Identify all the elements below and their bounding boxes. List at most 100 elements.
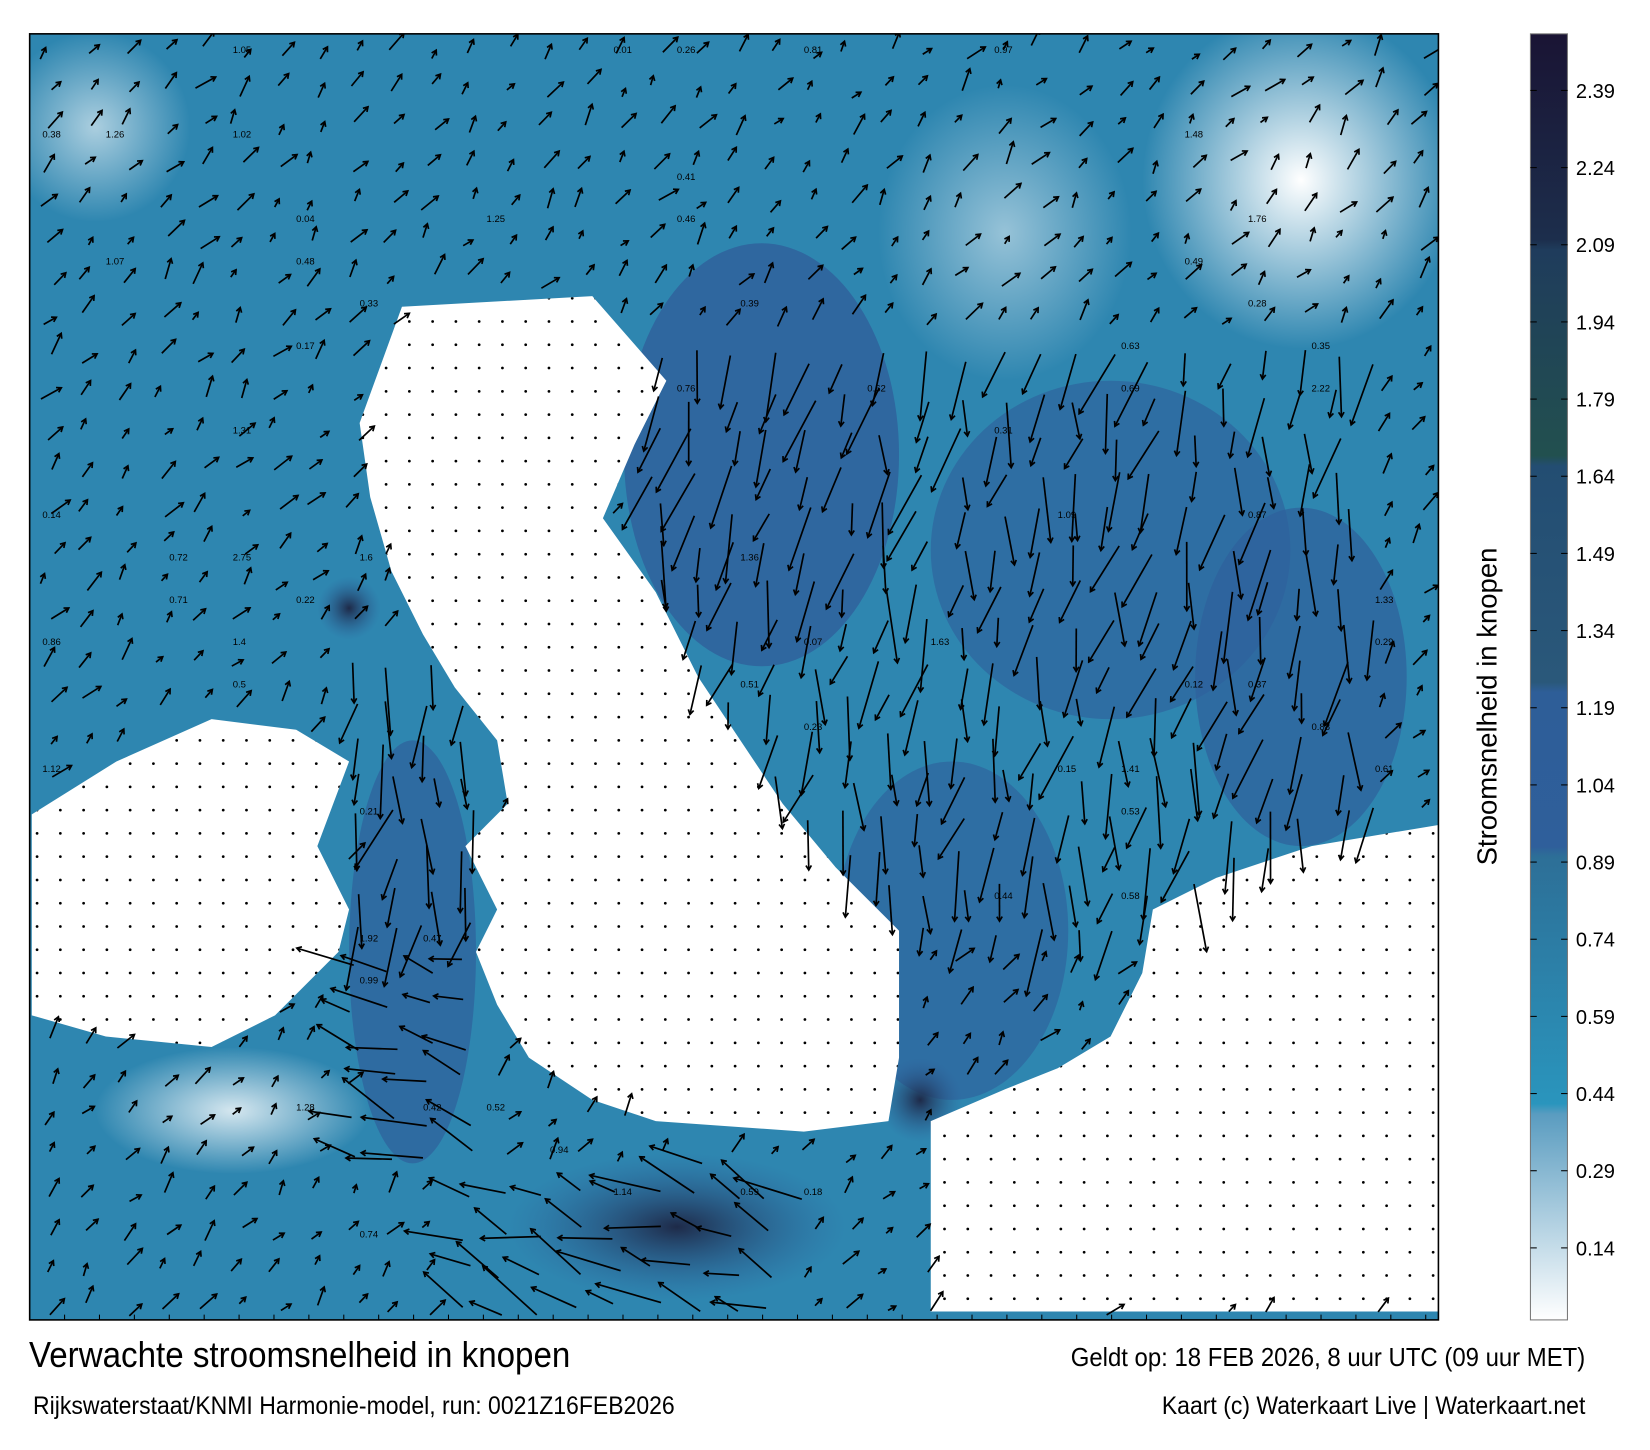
current-arrow bbox=[159, 688, 171, 706]
current-arrow bbox=[427, 154, 441, 167]
current-arrow bbox=[128, 1100, 138, 1113]
current-arrow bbox=[79, 610, 94, 628]
current-arrow bbox=[509, 234, 518, 245]
current-arrow bbox=[354, 605, 369, 620]
current-arrow bbox=[86, 1145, 96, 1155]
current-arrow bbox=[126, 39, 142, 55]
current-arrow bbox=[1142, 398, 1156, 426]
current-arrow bbox=[986, 474, 1008, 507]
current-arrow bbox=[1238, 502, 1266, 565]
current-arrow bbox=[392, 776, 404, 824]
current-arrow bbox=[1341, 39, 1352, 47]
current-arrow bbox=[459, 741, 467, 796]
current-arrow bbox=[81, 1105, 95, 1115]
current-arrow bbox=[40, 387, 62, 400]
current-arrow bbox=[241, 1146, 255, 1157]
current-arrow bbox=[433, 778, 441, 807]
current-arrow bbox=[885, 590, 899, 663]
current-arrow bbox=[1296, 269, 1311, 279]
current-arrow bbox=[308, 459, 323, 470]
current-arrow bbox=[1030, 437, 1042, 466]
land bbox=[31, 296, 1439, 1312]
current-arrow bbox=[1301, 508, 1308, 556]
current-arrow bbox=[1212, 773, 1230, 819]
current-arrow bbox=[431, 73, 442, 85]
current-arrow bbox=[764, 352, 777, 422]
current-arrow bbox=[1109, 314, 1119, 325]
current-arrow bbox=[960, 699, 969, 742]
current-arrow bbox=[963, 890, 970, 922]
current-arrow bbox=[353, 189, 361, 202]
current-arrow bbox=[1089, 545, 1120, 593]
current-arrow bbox=[1042, 882, 1055, 941]
current-arrow bbox=[240, 379, 248, 399]
current-arrow bbox=[344, 1067, 396, 1075]
current-arrow bbox=[164, 258, 172, 280]
current-arrow bbox=[509, 1037, 522, 1049]
current-arrow bbox=[926, 313, 937, 326]
current-arrow bbox=[54, 542, 66, 555]
current-arrow bbox=[976, 586, 1002, 633]
current-arrow bbox=[1339, 810, 1351, 860]
current-arrow bbox=[884, 302, 894, 314]
current-arrow bbox=[277, 73, 290, 87]
current-arrow bbox=[358, 425, 375, 442]
current-arrow bbox=[783, 363, 810, 416]
current-arrow bbox=[1003, 988, 1019, 1003]
current-arrow bbox=[994, 811, 1004, 840]
current-arrow bbox=[852, 782, 865, 831]
current-arrow bbox=[511, 194, 521, 206]
current-arrow bbox=[1074, 513, 1079, 541]
speed-label: 0.41 bbox=[677, 172, 696, 183]
current-arrow bbox=[395, 162, 404, 173]
current-arrow bbox=[727, 83, 737, 95]
current-arrow bbox=[88, 44, 100, 55]
current-arrow bbox=[918, 845, 925, 878]
current-arrow bbox=[354, 535, 363, 555]
current-arrow bbox=[1078, 353, 1116, 415]
current-arrow bbox=[430, 1253, 471, 1267]
current-arrow bbox=[540, 276, 560, 289]
current-arrow bbox=[1080, 781, 1086, 824]
current-arrow bbox=[238, 1036, 248, 1048]
speed-label: 1.14 bbox=[613, 1187, 632, 1198]
current-arrow bbox=[851, 294, 867, 315]
current-arrow bbox=[1035, 77, 1047, 86]
current-arrow bbox=[658, 188, 679, 201]
current-arrow bbox=[706, 582, 732, 631]
current-arrow bbox=[1172, 620, 1192, 670]
current-arrow bbox=[1229, 200, 1237, 211]
speed-label: 0.39 bbox=[740, 299, 759, 310]
current-arrow bbox=[1379, 770, 1393, 783]
current-arrow bbox=[853, 267, 863, 276]
speed-label: 0.53 bbox=[1121, 806, 1140, 817]
current-arrow bbox=[203, 526, 213, 543]
current-arrow bbox=[1139, 473, 1150, 533]
current-arrow bbox=[1303, 433, 1313, 474]
current-arrow bbox=[1425, 465, 1435, 476]
current-arrow bbox=[880, 1145, 893, 1160]
current-arrow bbox=[1104, 393, 1109, 454]
colorbar-label: Stroomsnelheid in knopen bbox=[1472, 548, 1503, 866]
current-arrow bbox=[384, 568, 391, 581]
current-arrow bbox=[232, 1077, 244, 1086]
current-arrow bbox=[981, 351, 1006, 398]
current-arrow bbox=[82, 1263, 88, 1277]
speed-label: 0.46 bbox=[677, 214, 696, 225]
current-arrow bbox=[282, 309, 297, 326]
current-arrow bbox=[352, 738, 359, 780]
current-arrow bbox=[911, 541, 929, 571]
current-arrow bbox=[501, 798, 509, 809]
current-arrow bbox=[1058, 580, 1082, 623]
current-arrow bbox=[121, 312, 136, 327]
current-arrow bbox=[1257, 582, 1269, 615]
colorbar-tick-label: 0.59 bbox=[1576, 1007, 1615, 1029]
current-arrow bbox=[1304, 192, 1318, 212]
speed-label: 0.33 bbox=[360, 299, 379, 310]
current-arrow bbox=[1001, 272, 1021, 287]
current-arrow bbox=[705, 663, 734, 706]
current-arrow bbox=[538, 111, 552, 126]
current-arrow bbox=[49, 1298, 65, 1316]
current-arrow bbox=[922, 47, 933, 55]
current-arrow bbox=[919, 1183, 929, 1190]
